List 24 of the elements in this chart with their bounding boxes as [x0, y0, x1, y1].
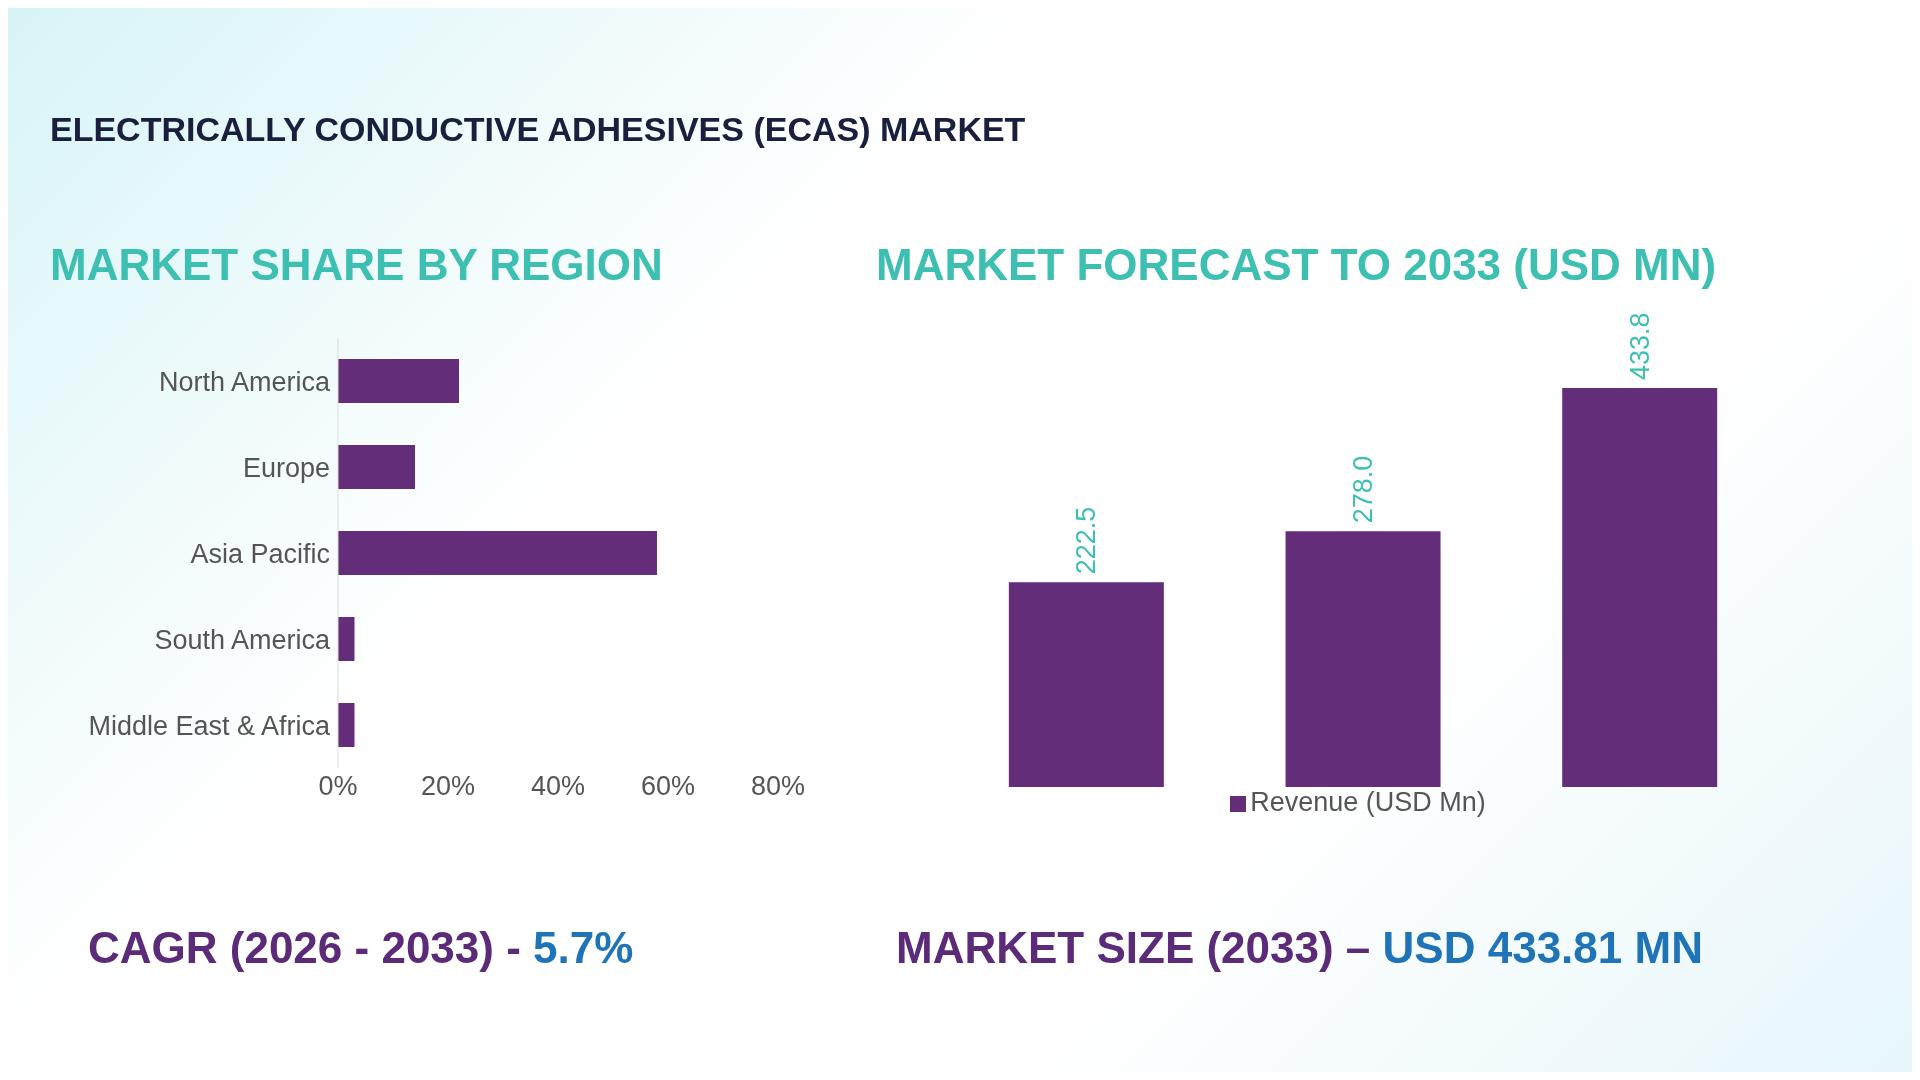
- x-tick-label: 20%: [420, 771, 476, 802]
- text: ELECTRICALLY CONDUCTIVE ADHESIVES (ECAS) MARKET: [50, 110, 1026, 149]
- text: MARKET SIZE (2033) – USD 433.81 MN: [896, 923, 1703, 972]
- x-tick-label: 40%: [530, 771, 586, 802]
- text: CAGR (2026 - 2033) - 5.7%: [88, 923, 634, 972]
- x-tick-label: 0%: [318, 771, 358, 802]
- data-label: 222.5: [1071, 506, 1102, 575]
- y-tick-label: South America: [154, 624, 331, 655]
- chart-title: MARKET SHARE BY REGION: [50, 240, 663, 290]
- y-tick-label: North America: [158, 366, 331, 397]
- bar: [338, 617, 355, 661]
- y-tick-label: Asia Pacific: [190, 538, 330, 569]
- x-tick-label: 60%: [640, 771, 696, 802]
- y-tick-label: Europe: [242, 452, 330, 483]
- legend-label: Revenue (USD Mn): [1250, 787, 1486, 817]
- x-tick-label: 80%: [750, 771, 806, 802]
- bar: [338, 703, 355, 747]
- y-tick-label: Middle East & Africa: [88, 710, 331, 741]
- bar: [338, 531, 657, 575]
- bar: [338, 359, 459, 403]
- data-label: 433.8: [1624, 312, 1655, 380]
- bar: [338, 445, 415, 489]
- chart-title: MARKET FORECAST TO 2033 (USD MN): [876, 240, 1717, 290]
- data-label: 278.0: [1348, 455, 1379, 524]
